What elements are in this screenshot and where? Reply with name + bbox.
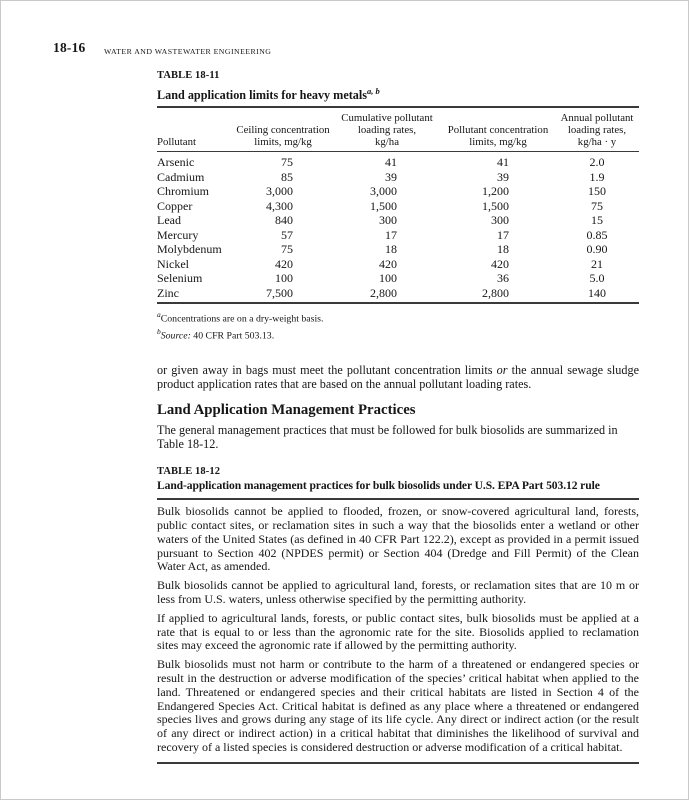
column-header-pollutant: Pollutant xyxy=(157,107,233,153)
table-11-body: Arsenic 75 41 41 2.0 Cadmium 85 39 39 1.9 Chromium… xyxy=(157,152,639,304)
table-cell: 1,500 xyxy=(370,198,397,213)
table-cell: 1,500 xyxy=(482,198,509,213)
table-cell: Zinc xyxy=(157,285,179,300)
table-cell: 150 xyxy=(588,184,606,199)
table-cell: 2.0 xyxy=(589,155,605,170)
table-cell: Copper xyxy=(157,198,193,213)
table-cell: 18 xyxy=(497,242,509,257)
section-paragraph: The general management practices that mu… xyxy=(157,422,618,452)
table-11-label: TABLE 18-11 xyxy=(157,70,220,81)
table-cell: 0.85 xyxy=(586,227,608,242)
table-cell: 5.0 xyxy=(589,271,605,286)
column-header-cumulative-pollutant-loading-rates: Cumulative pollutant loading rates, kg/h… xyxy=(333,107,441,153)
table-cell: 41 xyxy=(497,155,509,170)
column-header-ceiling-concentration-limits: Ceiling concentration limits, mg/kg xyxy=(233,107,333,153)
table-cell: 3,000 xyxy=(370,184,397,199)
table-row: Zinc 7,500 2,800 2,800 140 xyxy=(157,286,639,304)
table-cell: 0.90 xyxy=(586,242,608,257)
table-cell: 18 xyxy=(385,242,397,257)
table-cell: 4,300 xyxy=(266,198,293,213)
table-cell: 17 xyxy=(497,227,509,242)
table-cell: 41 xyxy=(385,155,397,170)
footnote-b-source-label: Source: xyxy=(160,330,191,342)
column-header-annual-pollutant-loading-rates: Annual pollutant loading rates, kg/ha · … xyxy=(555,107,639,153)
table-cell: 57 xyxy=(281,227,293,242)
table-11-title-note-markers: a, b xyxy=(367,86,380,96)
table-cell: 3,000 xyxy=(266,184,293,199)
practice-paragraph-2: Bulk biosolids cannot be applied to agri… xyxy=(157,578,639,607)
table-11-title: Land application limits for heavy metals… xyxy=(157,84,639,102)
table-12-label: TABLE 18-12 xyxy=(157,466,221,478)
intro-paragraph-before: or given away in bags must meet the poll… xyxy=(157,362,497,377)
column-header-pollutant-concentration-limits: Pollutant concentration limits, mg/kg xyxy=(441,107,555,153)
table-11-footnotes: aConcentrations are on a dry-weight basi… xyxy=(157,309,639,343)
table-row: Arsenic 75 41 41 2.0 xyxy=(157,152,639,170)
table-cell: Mercury xyxy=(157,227,199,242)
table-row: Copper 4,300 1,500 1,500 75 xyxy=(157,199,639,214)
table-cell: Molybdenum xyxy=(157,242,222,257)
table-cell: 85 xyxy=(281,169,293,184)
page-number: 18-16 xyxy=(53,40,86,55)
table-cell: Nickel xyxy=(157,256,189,271)
table-cell: 75 xyxy=(281,242,293,257)
table-cell: 75 xyxy=(591,198,603,213)
table-row: Selenium 100 100 36 5.0 xyxy=(157,271,639,286)
table-cell: 39 xyxy=(497,169,509,184)
page-content: TABLE 18-11 Land application limits for … xyxy=(157,1,639,764)
section-heading: Land Application Management Practices xyxy=(157,402,416,419)
table-cell: 420 xyxy=(379,256,397,271)
heavy-metals-limits-table: Pollutant Ceiling concentration limits, … xyxy=(157,106,639,305)
table-cell: 140 xyxy=(588,285,606,300)
table-11-header-row: Pollutant Ceiling concentration limits, … xyxy=(157,107,639,153)
intro-paragraph-emphasis: or xyxy=(496,362,508,377)
table-cell: 2,800 xyxy=(370,285,397,300)
table-12-top-rule xyxy=(157,498,639,501)
footnote-a-text: Concentrations are on a dry-weight basis… xyxy=(160,313,324,325)
table-12-body: Bulk biosolids cannot be applied to floo… xyxy=(157,500,639,757)
table-cell: 840 xyxy=(275,213,293,228)
table-cell: 420 xyxy=(275,256,293,271)
table-cell: Arsenic xyxy=(157,155,195,170)
table-cell: Lead xyxy=(157,213,181,228)
table-row: Cadmium 85 39 39 1.9 xyxy=(157,170,639,185)
intro-paragraph-after: the annual sewage sludge product applica… xyxy=(157,362,639,392)
practice-paragraph-3: If applied to agricultural lands, forest… xyxy=(157,610,639,653)
table-cell: 36 xyxy=(497,271,509,286)
practice-paragraph-4: Bulk biosolids must not harm or contribu… xyxy=(157,657,639,755)
table-cell: 300 xyxy=(491,213,509,228)
practice-paragraph-1: Bulk biosolids cannot be applied to floo… xyxy=(157,504,639,574)
running-head: WATER AND WASTEWATER ENGINEERING xyxy=(104,47,272,56)
footnote-a-marker: a xyxy=(157,310,161,320)
table-cell: 2,800 xyxy=(482,285,509,300)
table-row: Chromium 3,000 3,000 1,200 150 xyxy=(157,184,639,199)
footnote-a: aConcentrations are on a dry-weight basi… xyxy=(157,309,639,326)
table-cell: 1,200 xyxy=(482,184,509,199)
footnote-b: bSource: 40 CFR Part 503.13. xyxy=(157,326,639,343)
table-cell: 21 xyxy=(591,256,603,271)
table-cell: 39 xyxy=(385,169,397,184)
table-row: Mercury 57 17 17 0.85 xyxy=(157,228,639,243)
table-cell: 15 xyxy=(591,213,603,228)
footnote-b-text: 40 CFR Part 503.13. xyxy=(190,330,275,342)
footnote-b-marker: b xyxy=(157,327,161,337)
intro-paragraph: or given away in bags must meet the poll… xyxy=(157,363,639,391)
table-cell: 100 xyxy=(275,271,293,286)
table-cell: Cadmium xyxy=(157,169,205,184)
table-row: Molybdenum 75 18 18 0.90 xyxy=(157,242,639,257)
table-cell: 17 xyxy=(385,227,397,242)
table-12-title: Land-application management practices fo… xyxy=(157,479,600,493)
table-cell: 7,500 xyxy=(266,285,293,300)
table-cell: Selenium xyxy=(157,271,203,286)
table-cell: 420 xyxy=(491,256,509,271)
table-12-bottom-rule xyxy=(157,761,639,764)
table-cell: 75 xyxy=(281,155,293,170)
table-row: Nickel 420 420 420 21 xyxy=(157,257,639,272)
table-11-title-text: Land application limits for heavy metals xyxy=(157,88,368,103)
table-cell: 1.9 xyxy=(589,169,605,184)
table-row: Lead 840 300 300 15 xyxy=(157,213,639,228)
table-cell: 100 xyxy=(379,271,397,286)
table-cell: 300 xyxy=(379,213,397,228)
table-cell: Chromium xyxy=(157,184,210,199)
